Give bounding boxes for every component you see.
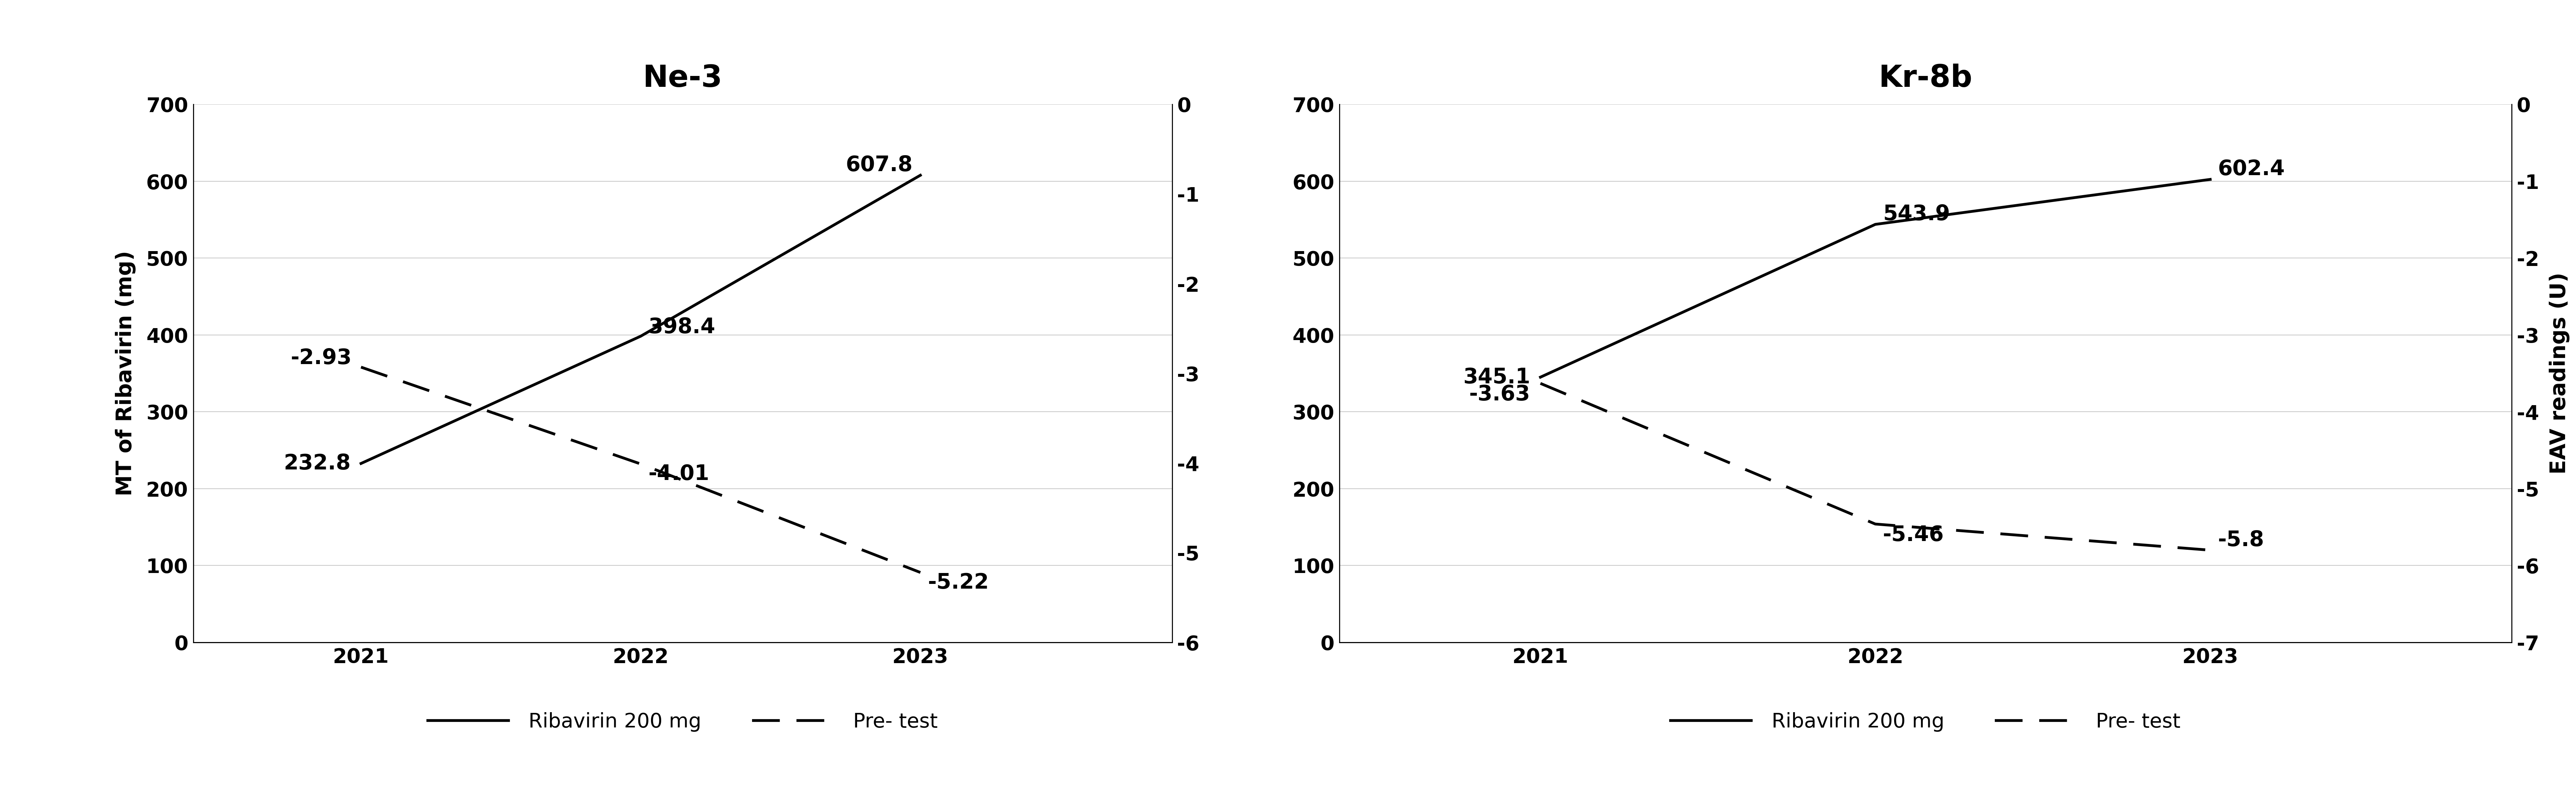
Text: 398.4: 398.4: [649, 316, 716, 337]
Text: -4.01: -4.01: [649, 463, 708, 484]
Pre- test: [345, 362, 376, 372]
Legend: Ribavirin 200 mg, Pre- test: Ribavirin 200 mg, Pre- test: [420, 704, 945, 740]
Text: 602.4: 602.4: [2218, 159, 2285, 180]
Text: 543.9: 543.9: [1883, 204, 1950, 225]
Pre- test: [1860, 520, 1891, 529]
Pre- test: [1525, 378, 1556, 388]
Ribavirin 200 mg: [904, 170, 935, 180]
Line: Pre- test: Pre- test: [361, 367, 920, 573]
Pre- test: [2195, 545, 2226, 555]
Y-axis label: MT of Ribavirin (mg): MT of Ribavirin (mg): [116, 251, 137, 496]
Text: -5.8: -5.8: [2218, 530, 2264, 550]
Text: 607.8: 607.8: [845, 155, 912, 176]
Text: -5.46: -5.46: [1883, 525, 1945, 545]
Y-axis label: EAV readings (U): EAV readings (U): [2550, 272, 2571, 475]
Ribavirin 200 mg: [2195, 174, 2226, 184]
Text: -3.63: -3.63: [1468, 384, 1530, 405]
Pre- test: [904, 568, 935, 577]
Ribavirin 200 mg: [626, 332, 657, 341]
Ribavirin 200 mg: [1525, 373, 1556, 382]
Ribavirin 200 mg: [345, 459, 376, 468]
Text: -2.93: -2.93: [291, 348, 353, 369]
Text: -5.22: -5.22: [927, 573, 989, 593]
Title: Kr-8b: Kr-8b: [1878, 63, 1973, 93]
Text: 345.1: 345.1: [1463, 367, 1530, 388]
Title: Ne-3: Ne-3: [644, 63, 721, 93]
Line: Pre- test: Pre- test: [1540, 383, 2210, 550]
Legend: Ribavirin 200 mg, Pre- test: Ribavirin 200 mg, Pre- test: [1662, 704, 2190, 740]
Text: 232.8: 232.8: [283, 453, 350, 474]
Line: Ribavirin 200 mg: Ribavirin 200 mg: [361, 175, 920, 463]
Pre- test: [626, 459, 657, 469]
Line: Ribavirin 200 mg: Ribavirin 200 mg: [1540, 179, 2210, 377]
Ribavirin 200 mg: [1860, 219, 1891, 229]
